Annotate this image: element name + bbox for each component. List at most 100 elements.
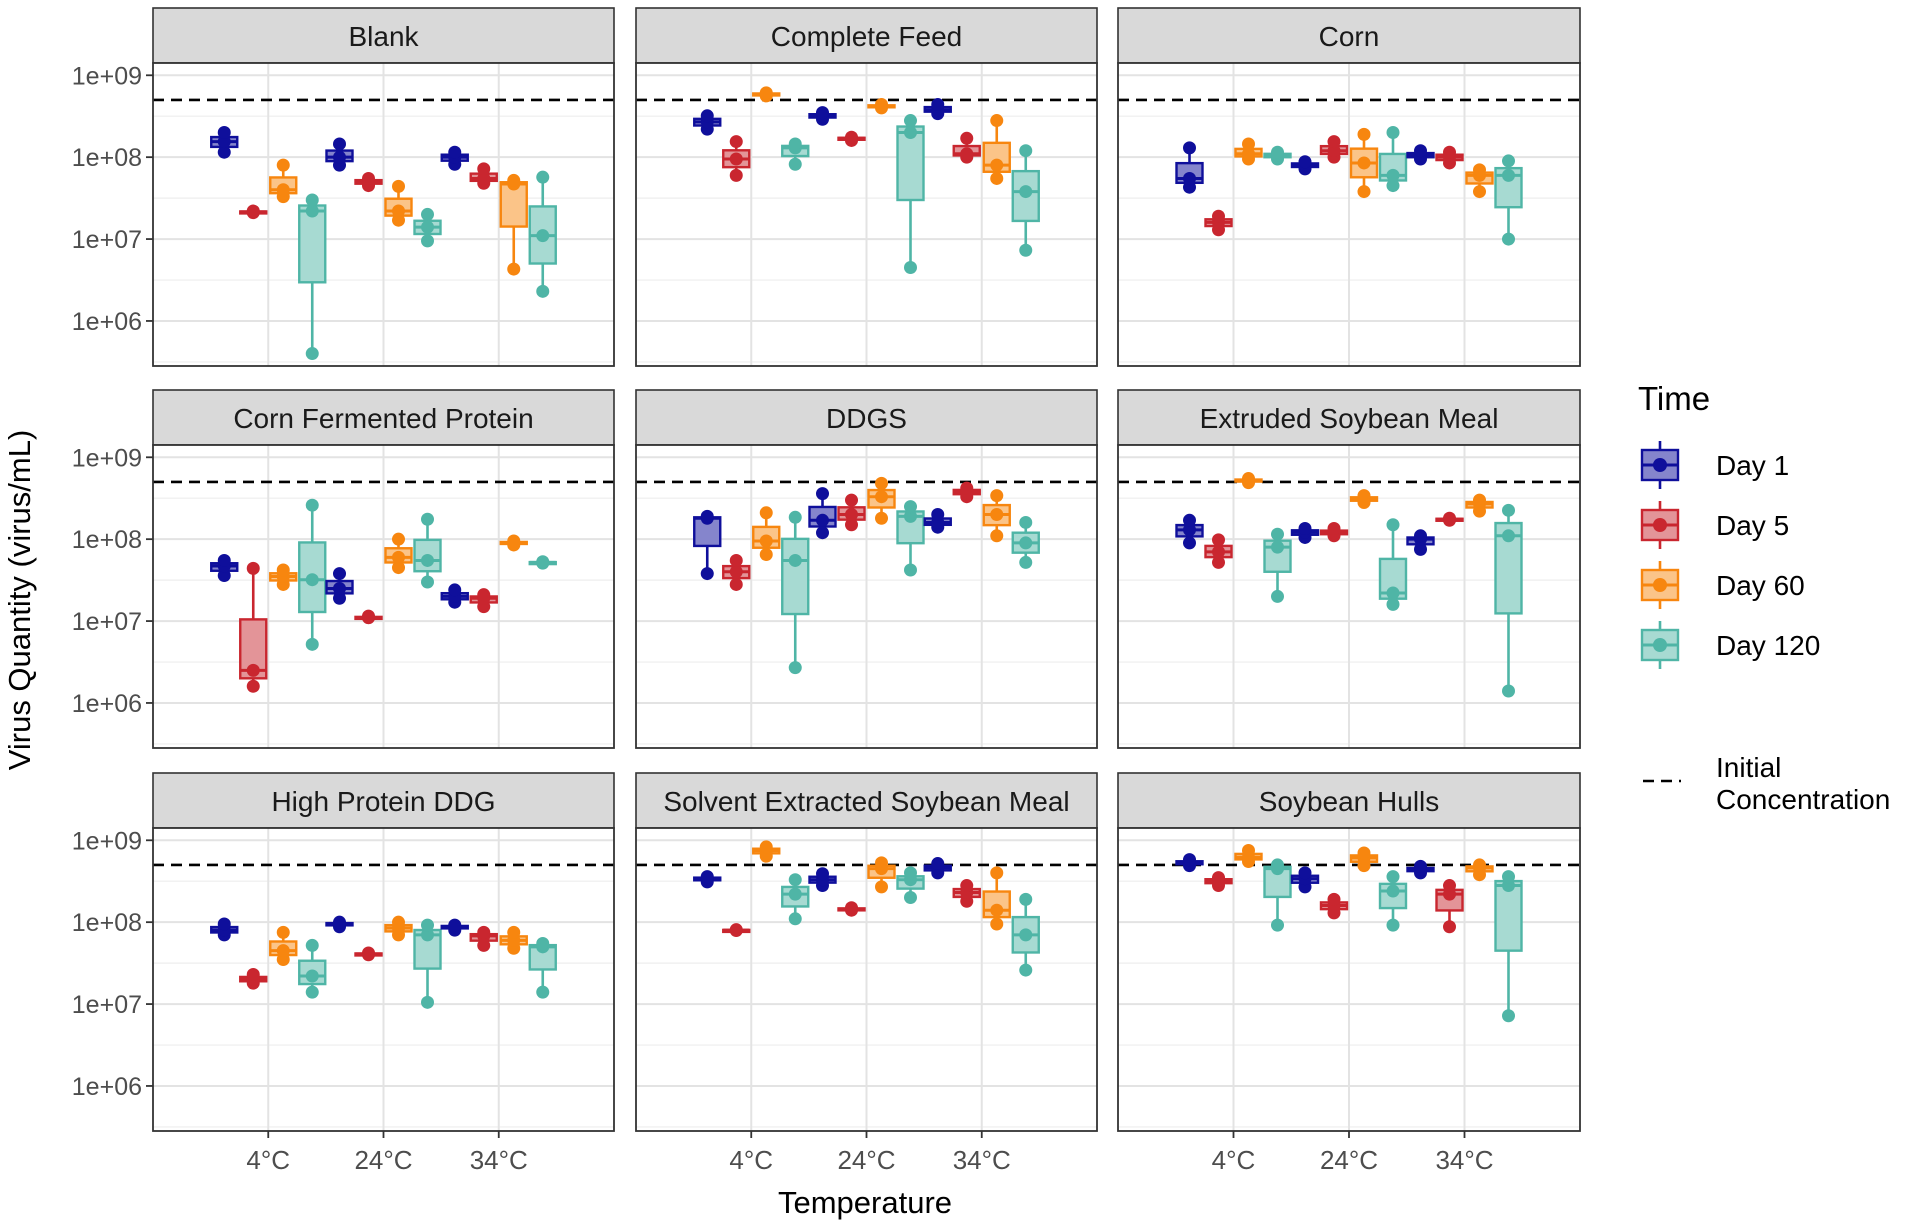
data-point [1271,145,1284,159]
x-tick-label: 34°C [470,1145,528,1175]
data-point [1212,871,1225,885]
data-point [217,553,231,567]
box-34-c-day-1 [440,145,469,171]
box-4-c-day-5 [1204,871,1233,893]
data-point [1357,127,1371,141]
data-point [1327,522,1341,536]
box-4-c-day-60 [752,86,781,103]
data-point [1414,542,1427,556]
data-point [246,204,260,218]
data-point [421,553,434,567]
box-34-c-day-120 [528,936,557,999]
data-point [788,873,802,887]
data-point [990,114,1004,128]
data-point [305,347,319,361]
panel-strip [1117,389,1581,446]
box-24-c-day-1 [808,867,837,893]
data-point [759,506,773,520]
data-point [788,510,802,524]
data-point [904,866,917,880]
y-tick-label: 1e+08 [72,909,142,937]
box-34-c-day-120 [528,555,557,570]
panel-border [635,62,1098,367]
data-point [1502,1009,1515,1023]
data-point [421,575,434,589]
x-tick-label: 34°C [1435,1145,1493,1175]
box-24-c-day-120 [413,207,442,248]
box-24-c-day-120 [1378,126,1408,193]
panel-strip [635,772,1098,829]
data-point [1386,168,1400,182]
data-point [960,131,974,145]
data-point [392,561,405,575]
data-point [700,870,714,884]
data-point [1271,918,1284,932]
data-point [507,262,521,276]
data-point [1502,154,1515,168]
data-point [700,567,714,581]
data-point [788,157,802,171]
data-point [788,661,802,675]
box-4-c-day-120 [1263,858,1292,932]
x-tick-label: 24°C [354,1145,412,1175]
data-point [1386,597,1400,611]
y-tick-label: 1e+07 [72,226,142,254]
data-point [759,547,773,561]
data-point [276,953,290,967]
box-24-c-day-60 [384,179,413,227]
box-34-c-day-60 [982,489,1011,543]
data-point [1242,137,1255,151]
data-point [1386,884,1400,898]
box-24-c-day-1 [1290,522,1320,544]
box-4-c-day-5 [722,135,751,182]
panel-strip [152,7,615,64]
data-point [1386,518,1400,532]
data-point [507,534,521,548]
data-point [1502,870,1515,884]
box-24-c-day-60 [867,476,896,525]
panel-strip [152,389,615,446]
panel-ddgs: DDGS [635,389,1098,749]
panel-strip [1117,772,1581,829]
panel-title: Extruded Soybean Meal [1200,403,1499,434]
data-point [816,487,829,501]
data-point [421,207,434,221]
data-point [1183,853,1196,867]
data-point [990,917,1004,931]
box-4-c-day-60 [269,925,298,967]
box-4-c-day-120 [781,137,810,171]
box-34-c-day-60 [1465,858,1494,882]
data-point [904,891,917,905]
box-24-c-day-60 [1349,127,1379,199]
data-point [448,918,462,932]
y-tick-label: 1e+08 [72,144,142,172]
data-point [1298,155,1312,169]
data-point [729,577,743,591]
y-tick-label: 1e+08 [72,526,142,554]
y-tick-label: 1e+09 [72,62,142,90]
data-point [875,476,888,490]
data-point [1502,232,1515,246]
box-34-c-day-60 [1465,493,1494,518]
data-point [1183,141,1196,155]
box-34-c-day-60 [982,866,1011,931]
data-point [875,856,888,870]
data-point [1414,529,1427,543]
box-4-c-day-120 [298,938,327,999]
data-point [1271,540,1284,554]
box-4-c-day-60 [752,506,781,561]
x-tick-label: 4°C [1212,1145,1256,1175]
data-point [1502,879,1515,893]
data-point [1386,870,1400,884]
panel-title: DDGS [826,403,907,434]
data-point [990,508,1004,522]
data-point [1357,489,1371,503]
panel-strip [635,389,1098,446]
data-point [1271,858,1284,872]
data-point [448,583,462,597]
box-4-c-day-5 [722,923,751,938]
x-tick-label: 4°C [729,1145,773,1175]
data-point [507,925,521,939]
data-point [1019,243,1033,257]
data-point [960,879,974,893]
